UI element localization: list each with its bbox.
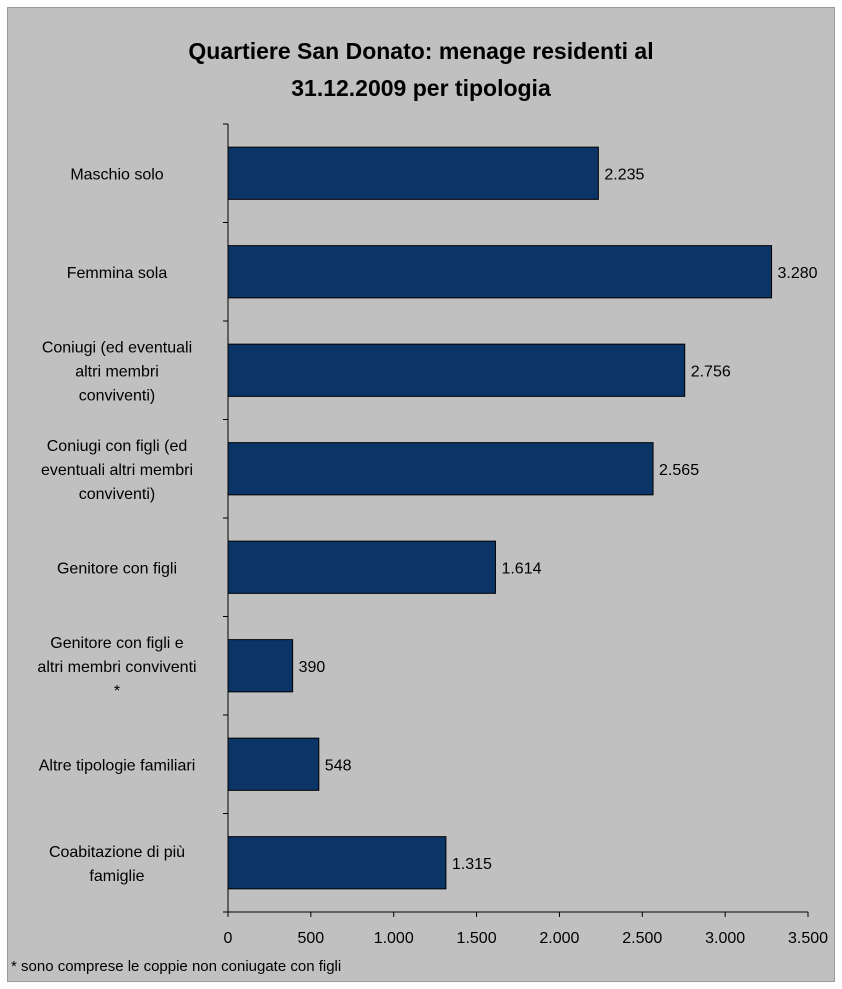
category-label-line: Coniugi con figli (ed [47, 438, 188, 455]
bar [227, 343, 686, 397]
x-tick-label: 1.500 [457, 930, 497, 947]
bar [227, 540, 496, 594]
bar-value-label: 3.280 [778, 265, 818, 282]
x-tick-label: 2.000 [539, 930, 579, 947]
category-label-line: altri membri [75, 363, 159, 380]
category-label: Maschio solo [70, 166, 163, 183]
category-label-line: Coabitazione di più [49, 844, 185, 861]
bar-value-label: 1.614 [501, 560, 541, 577]
bar [227, 737, 320, 791]
footnote: * sono comprese le coppie non coniugate … [11, 958, 342, 975]
category-label: Coniugi (ed eventuali altri membri convive… [42, 339, 192, 404]
category-label-line: Maschio solo [70, 166, 163, 183]
category-label-line: Altre tipologie familiari [39, 757, 196, 774]
category-label-line: altri membri conviventi [37, 659, 196, 676]
chart-title: Quartiere San Donato: menage residenti a… [0, 33, 842, 107]
bar-value-label: 2.756 [691, 363, 731, 380]
bar-value-label: 2.235 [604, 166, 644, 183]
category-label-line: conviventi) [79, 387, 155, 404]
bar [227, 836, 447, 890]
category-label-line: Genitore con figli [57, 560, 177, 577]
chart-title-line-1: Quartiere San Donato: menage residenti a… [188, 38, 654, 64]
x-tick-label: 1.000 [374, 930, 414, 947]
x-tick-label: 3.000 [705, 930, 745, 947]
chart-title-line-2: 31.12.2009 per tipologia [291, 75, 551, 101]
category-label: Genitore con figli [57, 560, 177, 577]
bar-value-label: 548 [325, 757, 352, 774]
category-label: Genitore con figli e altri membri convive… [37, 635, 196, 700]
category-label-line: Femmina sola [67, 265, 168, 282]
bar-value-label: 390 [299, 659, 326, 676]
category-label-line: famiglie [89, 868, 144, 885]
category-label: Coniugi con figli (ed eventuali altri mem… [41, 438, 193, 503]
x-tick-label: 0 [224, 930, 233, 947]
x-tick-label: 2.500 [622, 930, 662, 947]
category-label-line: Genitore con figli e [50, 635, 184, 652]
x-tick-label: 3.500 [788, 930, 828, 947]
bar-value-label: 1.315 [452, 856, 492, 873]
category-label: Femmina sola [67, 265, 168, 282]
category-label: Coabitazione di più famiglie [49, 844, 185, 885]
bar [227, 245, 773, 299]
category-label-line: * [114, 683, 120, 700]
category-label-line: Coniugi (ed eventuali [42, 339, 192, 356]
category-label-line: eventuali altri membri [41, 462, 193, 479]
category-label-line: conviventi) [79, 486, 155, 503]
bar [227, 442, 654, 496]
bar-value-label: 2.565 [659, 462, 699, 479]
x-tick-label: 500 [298, 930, 325, 947]
bar [227, 146, 599, 200]
bar [227, 639, 294, 693]
category-label: Altre tipologie familiari [39, 757, 196, 774]
